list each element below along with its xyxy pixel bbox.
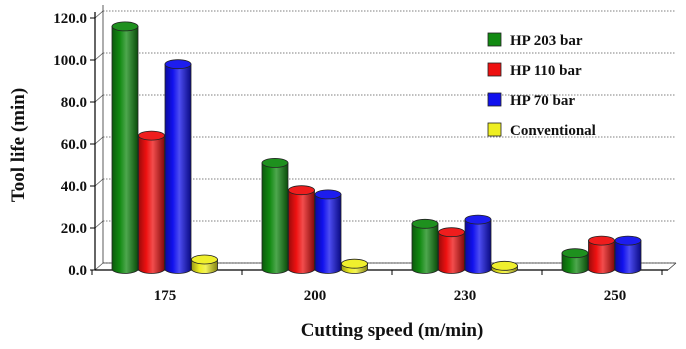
- bar-top: [411, 218, 439, 229]
- gridline-side: [94, 136, 104, 145]
- bar: [138, 130, 165, 274]
- bar-body: [261, 162, 289, 274]
- bar-body: [464, 219, 492, 274]
- x-tick-label: 250: [604, 288, 627, 304]
- x-tick-label: 230: [454, 288, 477, 304]
- legend-swatch: [487, 32, 502, 47]
- bar-body: [138, 135, 165, 274]
- bar: [411, 218, 439, 274]
- bar: [314, 189, 342, 274]
- gridline-side: [94, 262, 104, 271]
- y-tick-label: 60.0: [61, 137, 87, 153]
- gridline-side: [94, 94, 104, 103]
- y-tick-label: 100.0: [53, 53, 87, 69]
- bar-top: [561, 248, 589, 259]
- bar-top: [614, 235, 642, 246]
- bar: [111, 21, 139, 274]
- bar: [491, 260, 518, 274]
- y-tick-label: 80.0: [61, 95, 87, 111]
- bar-top: [138, 130, 165, 141]
- legend-swatch: [487, 62, 502, 77]
- gridline-side: [94, 178, 104, 187]
- legend-swatch: [487, 92, 502, 107]
- bar-top: [191, 254, 218, 265]
- bar-body: [614, 240, 642, 274]
- bar: [164, 59, 192, 274]
- y-tick-label: 40.0: [61, 179, 87, 195]
- bar: [288, 185, 315, 274]
- y-axis-title: Tool life (min): [8, 88, 29, 202]
- x-axis-title: Cutting speed (m/min): [301, 320, 484, 341]
- legend-swatch: [487, 122, 502, 137]
- bar-top: [111, 21, 139, 32]
- bar: [614, 235, 642, 274]
- label-layer: 0.0 20.0 40.0 60.0 80.0 100.0 120.0 175 200 230 25…: [8, 11, 626, 341]
- bar-body: [411, 223, 439, 274]
- bar: [261, 157, 289, 274]
- bar: [561, 248, 589, 274]
- x-tick-label: 175: [154, 288, 177, 304]
- bar-top: [491, 260, 518, 271]
- bar-body: [438, 231, 465, 274]
- bars-layer: [111, 21, 642, 274]
- bar-body: [288, 189, 315, 274]
- gridline-side: [94, 52, 104, 61]
- x-tick-label: 200: [304, 288, 327, 304]
- legend-label: HP 110 bar: [510, 63, 582, 79]
- x-axis-corner: [667, 262, 677, 271]
- bar-top: [588, 235, 615, 246]
- grid-layer: [94, 10, 676, 271]
- bar-body: [588, 240, 615, 274]
- y-tick-label: 120.0: [53, 11, 87, 27]
- legend-label: HP 203 bar: [510, 33, 583, 49]
- bar-body: [111, 26, 139, 274]
- bar-top: [314, 189, 342, 200]
- bar-top: [464, 214, 492, 225]
- bar-top: [164, 59, 192, 70]
- legend-label: HP 70 bar: [510, 93, 575, 109]
- legend-label: Conventional: [510, 123, 596, 139]
- bar: [464, 214, 492, 274]
- bar-body: [561, 252, 589, 274]
- bar: [438, 227, 465, 274]
- bar-top: [341, 258, 368, 269]
- bar-top: [261, 157, 289, 168]
- bar: [191, 254, 218, 274]
- legend: HP 203 bar HP 110 bar HP 70 bar Conventiona…: [487, 32, 596, 139]
- y-tick-label: 0.0: [68, 263, 87, 279]
- gridline-side: [94, 220, 104, 229]
- bar-top: [438, 227, 465, 238]
- bar: [588, 235, 615, 274]
- bar-top: [288, 185, 315, 196]
- y-tick-label: 20.0: [61, 221, 87, 237]
- gridline-side: [94, 10, 104, 19]
- bar-body: [314, 194, 342, 274]
- bar-body: [164, 63, 192, 274]
- bar: [341, 258, 368, 274]
